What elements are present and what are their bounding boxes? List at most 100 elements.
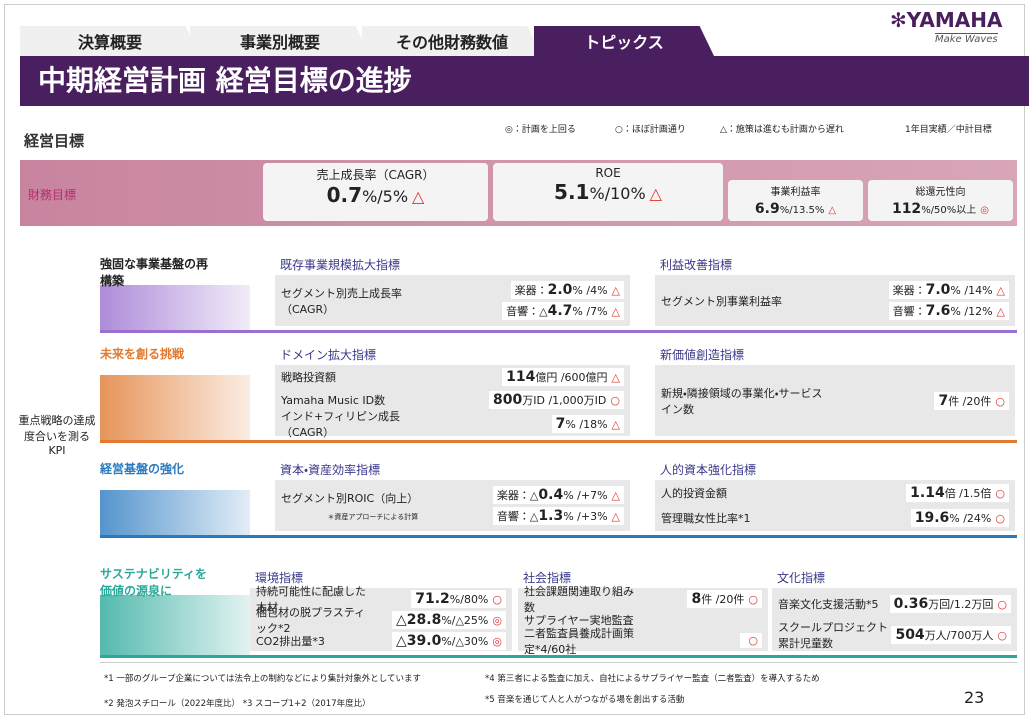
kpi-name: 梱包材の脱プラスティック*2	[256, 604, 376, 636]
value: 楽器：2.0% /4% △	[510, 281, 624, 299]
value-main: 7.6	[925, 303, 951, 319]
value-main: 114	[506, 368, 536, 385]
financial-box: 売上成長率（CAGR） 0.7%/5% △	[263, 163, 488, 221]
group-heading: 既存事業規模拡大指標	[280, 258, 401, 272]
tab: その他財務数値	[362, 26, 542, 56]
kpi-item: セグメント別ROIC（向上） ＊資産アプローチによる計算 楽器：△0.4% /+7%…	[275, 480, 630, 531]
kpi-name-text: 社会課題関連取り組み数	[524, 584, 634, 614]
status-mark: △	[611, 418, 620, 432]
tab: 決算概要	[20, 26, 200, 56]
value: 5.1%/10% △	[550, 180, 666, 204]
kpi-name: 新規・隣接領域の事業化・サービスイン数	[661, 385, 828, 417]
kpi-name: 持続可能性に配慮した木材	[256, 583, 376, 615]
status-mark: ○	[610, 394, 620, 408]
value-main: 4.7	[547, 303, 573, 319]
group-box: セグメント別ROIC（向上） ＊資産アプローチによる計算 楽器：△0.4% /+7%…	[275, 480, 630, 531]
value-main: 6.9	[754, 201, 780, 217]
value: ○	[740, 633, 762, 648]
strategy-band	[100, 595, 250, 655]
kpi-name: 人的投資金額	[661, 485, 727, 501]
kpi-name-text: 戦略投資額	[281, 370, 336, 384]
financial-label: 財務目標	[28, 188, 77, 202]
status-mark: ○	[995, 394, 1005, 408]
value: 7% /18% △	[551, 415, 624, 434]
status-mark: △	[996, 305, 1005, 318]
value: 71.2%/80% ○	[411, 589, 506, 608]
title-bar	[20, 56, 1029, 106]
financial-box: 総還元性向 112%/50%以上 ◎	[868, 180, 1013, 221]
section-title: 経営目標	[24, 132, 85, 150]
kpi-lines: 楽器：2.0% /4% △ 音響：△4.7% /7% △	[502, 281, 624, 320]
value-prefix: 楽器：	[892, 284, 926, 297]
status-mark: △	[828, 205, 837, 216]
financial-box: 事業利益率 6.9%/13.5% △	[728, 180, 863, 221]
kpi-item: インド+フィリピン成長（CAGR） 7% /18% △	[275, 410, 630, 439]
kpi-name: セグメント別事業利益率	[661, 293, 782, 309]
kpi-name: 音楽文化支援活動*5	[778, 596, 879, 612]
kpi-name-text: サプライヤー実地監査	[524, 613, 634, 627]
kpi-item: セグメント別売上成長率（CAGR） 楽器：2.0% /4% △ 音響：△4.7% /7…	[275, 275, 630, 326]
kpi-name: スクールプロジェクト累計児童数	[778, 619, 890, 651]
group-heading: 新価値創造指標	[660, 348, 745, 362]
value-target: 件 /20件	[701, 592, 745, 606]
value: 800万ID /1,000万ID ○	[489, 391, 624, 410]
footnote: *1 一部のグループ企業については法令上の制約などにより集計対象外としています	[104, 674, 422, 684]
kpi-name: セグメント別売上成長率（CAGR）	[281, 285, 446, 317]
group-box: 音楽文化支援活動*5 0.36万回/1.2万回 ○ スクールプロジェクト累計児童数 50…	[772, 588, 1017, 651]
kpi-name-text: 持続可能性に配慮した木材	[256, 584, 366, 614]
value-target: 万ID /1,000万ID	[522, 394, 607, 408]
value-main: 1.3	[538, 508, 564, 524]
value: 楽器：7.0% /14% △	[888, 281, 1009, 299]
group-box: セグメント別事業利益率 楽器：7.0% /14% △ 音響：7.6% /12% △	[655, 275, 1015, 326]
group-box: 社会課題関連取り組み数 8件 /20件 ○ サプライヤー実地監査 二者監査員養成計画策定…	[518, 585, 768, 656]
tab: 事業別概要	[190, 26, 370, 56]
kpi-name: サプライヤー実地監査	[524, 612, 634, 628]
value-main: 5.1	[554, 180, 590, 204]
group-box: 持続可能性に配慮した木材 71.2%/80% ○ 梱包材の脱プラスティック*2 △28.…	[250, 585, 512, 651]
frame	[4, 4, 1025, 715]
kpi-item: 社会課題関連取り組み数 8件 /20件 ○	[518, 585, 768, 614]
kpi-item: 音楽文化支援活動*5 0.36万回/1.2万回 ○	[772, 588, 1017, 620]
kpi-name-text: インド+フィリピン成長（CAGR）	[281, 410, 400, 440]
strategy-band	[100, 490, 250, 535]
status-mark: △	[611, 305, 620, 318]
value-target: % /+7%	[563, 489, 608, 502]
group-heading: 資本・資産効率指標	[280, 463, 381, 477]
value-prefix: 音響：△	[506, 305, 548, 318]
financial-name: 売上成長率（CAGR）	[316, 168, 435, 182]
value-main: 7	[555, 416, 566, 433]
kpi-name: 社会課題関連取り組み数	[524, 583, 638, 615]
financial-box: ROE 5.1%/10% △	[493, 163, 723, 221]
value: 7件 /20件 ○	[934, 391, 1009, 410]
legend-item: △：施策は進むも計画から遅れ	[720, 125, 844, 135]
group-box: 戦略投資額 114億円 /600億円 △ Yamaha Music ID数 800万ID…	[275, 365, 630, 439]
value-target: 万人/700万人	[924, 629, 994, 643]
strategy-label: 強固な事業基盤の再構築	[100, 257, 209, 288]
kpi-name-text: 新規・隣接領域の事業化・サービスイン数	[661, 386, 823, 416]
value-main: 7	[938, 392, 949, 409]
value: △28.8%/△25% ◎	[392, 610, 506, 629]
kpi-name-text: セグメント別売上成長率（CAGR）	[281, 286, 402, 316]
status-mark: △	[611, 370, 620, 384]
value-main: 112	[891, 201, 922, 217]
value-main: 71.2	[415, 590, 450, 607]
status-mark: △	[611, 284, 620, 297]
strategy-line	[100, 330, 1017, 333]
value: 0.36万回/1.2万回 ○	[889, 594, 1011, 613]
value: 6.9%/13.5% △	[751, 201, 840, 217]
kpi-item: 人的投資金額 1.14倍 /1.5倍 ○	[655, 480, 1015, 506]
value-target: %/△30%	[441, 634, 489, 648]
kpi-name-text: 二者監査員養成計画策定*4/60社	[524, 626, 634, 656]
kpi-name-text: セグメント別事業利益率	[661, 294, 782, 308]
value-target: %/50%以上	[921, 205, 977, 216]
kpi-name-text: CO2排出量*3	[256, 634, 325, 648]
legend-item: ◎：計画を上回る	[505, 125, 576, 135]
group-heading: 文化指標	[777, 571, 826, 585]
value-main: △28.8	[396, 611, 442, 628]
footnote: *5 音楽を通じて人と人がつながる場を創出する活動	[485, 695, 685, 705]
kpi-item: セグメント別事業利益率 楽器：7.0% /14% △ 音響：7.6% /12% △	[655, 275, 1015, 326]
value: 音響：7.6% /12% △	[888, 302, 1009, 320]
legend-item: ○：ほぼ計画通り	[615, 125, 686, 135]
status-mark: ◎	[980, 205, 990, 216]
kpi-item: 持続可能性に配慮した木材 71.2%/80% ○	[250, 585, 512, 614]
